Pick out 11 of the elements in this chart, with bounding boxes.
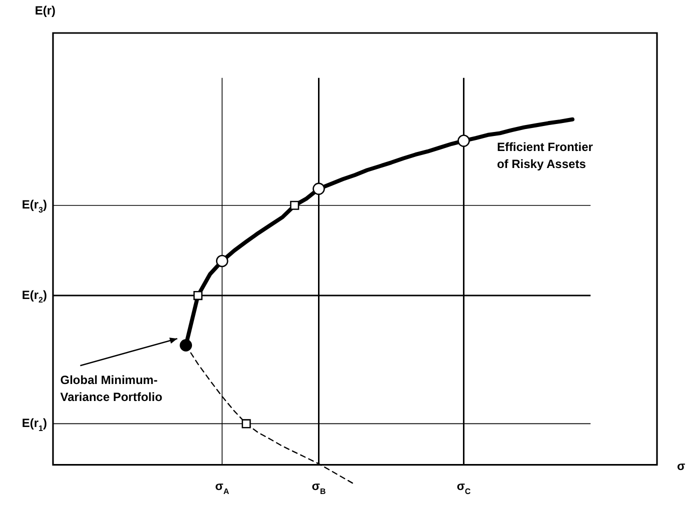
point bbox=[290, 200, 300, 210]
point bbox=[216, 254, 228, 268]
text: E(r) bbox=[34, 4, 56, 18]
point bbox=[180, 339, 192, 352]
point bbox=[312, 182, 325, 195]
annotation: Global Minimum- Variance Portfolio bbox=[60, 372, 162, 404]
annotation: Efficient Frontier of Risky Assets bbox=[496, 140, 594, 172]
point bbox=[193, 291, 202, 300]
x-axis-title: σ bbox=[677, 459, 686, 474]
point bbox=[458, 134, 470, 147]
point bbox=[242, 419, 251, 428]
